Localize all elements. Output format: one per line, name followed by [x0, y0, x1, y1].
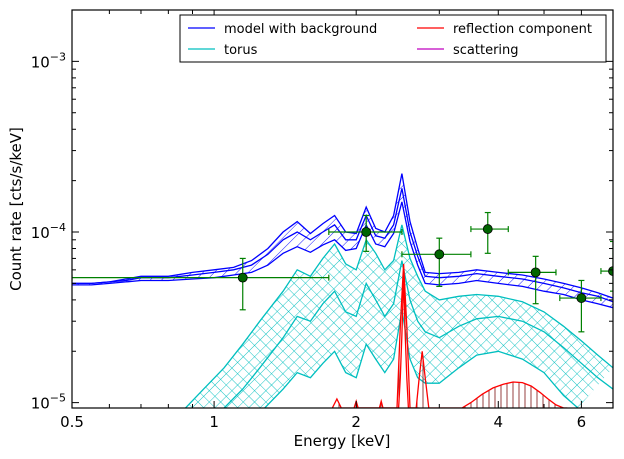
y-tick-label-0: 10−5 [31, 392, 66, 413]
x-tick-label-1: 1 [209, 413, 219, 431]
data-point-4 [507, 255, 557, 305]
plot-frame [71, 9, 614, 409]
torus-series [185, 224, 613, 408]
model-line-2 [72, 201, 613, 309]
data-point-6 [600, 240, 613, 292]
data-point-2 [401, 237, 472, 287]
data-point-5 [559, 279, 602, 333]
data-point-marker-5 [576, 293, 587, 303]
legend: model with background reflection compone… [179, 14, 607, 63]
data-point-1 [328, 214, 403, 252]
torus-band-fill [185, 224, 613, 408]
data-point-marker-1 [361, 227, 372, 237]
y-tick-label-2: 10−3 [31, 50, 66, 71]
model-series [72, 173, 613, 309]
legend-label-scattering: scattering [453, 43, 519, 58]
data-point-marker-3 [482, 224, 493, 234]
series-layer [72, 173, 613, 408]
torus-line-1 [223, 260, 613, 408]
model-line-0 [72, 173, 613, 299]
torus-line-0 [185, 224, 613, 408]
x-axis-label: Energy [keV] [294, 432, 391, 450]
data-point-marker-0 [237, 272, 248, 283]
legend-label-reflection: reflection component [453, 22, 592, 37]
data-point-marker-2 [434, 249, 445, 260]
data-point-0 [72, 257, 330, 311]
data-points-layer [72, 211, 613, 333]
axis-tick-labels: 0.5 1 2 4 6 10−5 10−4 10−3 [31, 50, 586, 431]
legend-label-model: model with background [224, 22, 377, 37]
x-tick-label-2: 2 [351, 413, 361, 431]
reflection-line-0 [331, 263, 568, 408]
legend-box [179, 14, 607, 63]
x-tick-label-3: 4 [494, 413, 504, 431]
model-line-1 [72, 188, 613, 303]
x-tick-label-4: 6 [577, 413, 587, 431]
data-point-marker-4 [530, 267, 541, 278]
axis-ticks [71, 9, 614, 408]
y-tick-label-1: 10−4 [31, 221, 66, 242]
data-point-marker-6 [608, 266, 613, 276]
y-axis-label: Count rate [cts/s/keV] [7, 127, 25, 291]
x-tick-label-0: 0.5 [60, 413, 84, 431]
torus-line-2 [264, 309, 579, 408]
reflection-series [331, 263, 568, 408]
legend-label-torus: torus [224, 43, 258, 58]
data-point-3 [470, 211, 509, 254]
